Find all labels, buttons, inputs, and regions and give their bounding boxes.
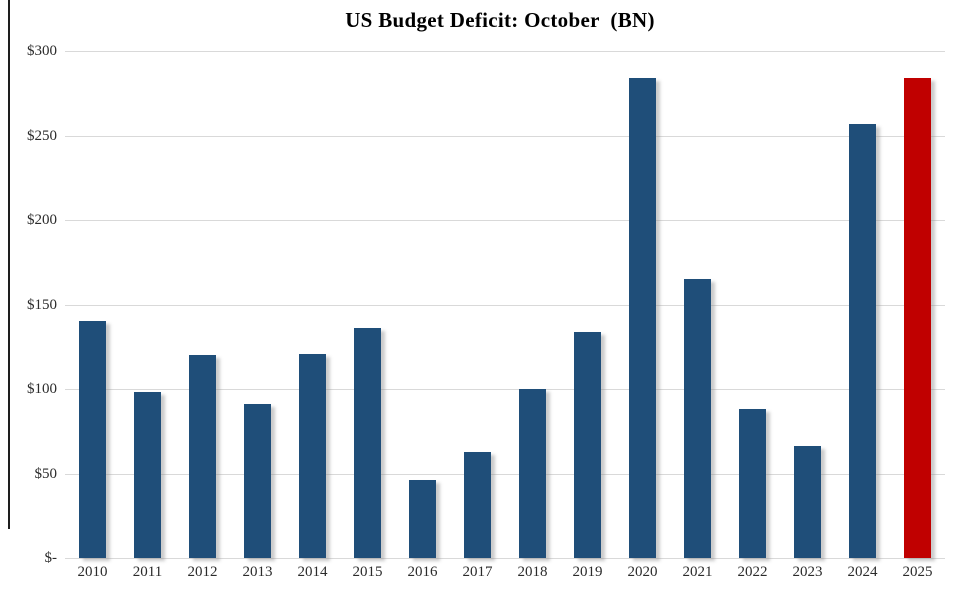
- chart-title: US Budget Deficit: October (BN): [345, 8, 655, 32]
- bar-2015: [354, 328, 381, 558]
- bar-slot-2014: [285, 51, 340, 558]
- bar-slot-2012: [175, 51, 230, 558]
- bar-slot-2024: [835, 51, 890, 558]
- bar-slot-2021: [670, 51, 725, 558]
- x-tick-label-2018: 2018: [517, 564, 548, 580]
- bar-2024: [849, 124, 876, 558]
- y-tick-label: $-: [44, 550, 58, 566]
- bar-2012: [189, 355, 216, 558]
- bar-2014: [299, 354, 326, 558]
- bar-slot-2020: [615, 51, 670, 558]
- y-tick-label: $50: [34, 465, 58, 482]
- x-tick-label-2011: 2011: [132, 564, 163, 580]
- y-tick-label: $100: [27, 381, 57, 397]
- x-tick-label-2025: 2025: [902, 564, 933, 580]
- bar-slot-2011: [120, 51, 175, 558]
- x-axis: 2010 2011 2012 2013 2014 2015 2016 2017 2018 2019…: [65, 564, 945, 581]
- gridline: [65, 220, 945, 221]
- x-tick-label-2020: 2020: [627, 564, 658, 580]
- y-tick-label: $250: [27, 127, 57, 144]
- x-tick-label-2021: 2021: [682, 564, 713, 580]
- bar-2011: [134, 392, 161, 558]
- gridline: [65, 51, 945, 52]
- bar-2017: [464, 452, 491, 558]
- x-tick-label-2017: 2017: [462, 564, 493, 580]
- x-tick-label-2016: 2016: [407, 564, 438, 580]
- bar-slot-2017: [450, 51, 505, 558]
- bar-slot-2013: [230, 51, 285, 558]
- y-tick-label: $150: [27, 296, 57, 313]
- x-tick-label-2013: 2013: [242, 564, 273, 580]
- screenshot-edge-artifact: [8, 0, 10, 529]
- bar-slot-2019: [560, 51, 615, 558]
- gridline: [65, 304, 945, 306]
- bars-layer: [65, 51, 945, 558]
- gridline: [65, 473, 945, 475]
- x-tick-label-2010: 2010: [77, 564, 108, 580]
- bar-2019: [574, 332, 601, 558]
- bar-slot-2015: [340, 51, 395, 558]
- x-tick-label-2012: 2012: [187, 564, 218, 580]
- bar-2020: [629, 78, 656, 558]
- gridline: [65, 558, 945, 559]
- y-tick-label: $200: [27, 212, 57, 228]
- bar-2013: [244, 404, 271, 558]
- bar-2022: [739, 409, 766, 558]
- bar-2021: [684, 279, 711, 558]
- plot-area: [65, 51, 945, 559]
- bar-slot-2018: [505, 51, 560, 558]
- bar-slot-2016: [395, 51, 450, 558]
- gridline: [65, 135, 945, 137]
- y-tick-label: $300: [27, 43, 57, 59]
- bar-2010: [79, 321, 106, 558]
- bar-slot-2025: [890, 51, 945, 558]
- x-tick-label-2024: 2024: [847, 564, 878, 580]
- gridline: [65, 389, 945, 390]
- x-tick-label-2015: 2015: [352, 564, 383, 580]
- x-tick-label-2023: 2023: [792, 564, 823, 580]
- bar-2025: [904, 78, 931, 558]
- x-tick-label-2022: 2022: [737, 564, 768, 580]
- bar-2016: [409, 480, 436, 558]
- x-tick-label-2019: 2019: [572, 564, 603, 580]
- bar-slot-2010: [65, 51, 120, 558]
- x-tick-label-2014: 2014: [297, 564, 328, 580]
- bar-2018: [519, 389, 546, 558]
- bar-2023: [794, 446, 821, 558]
- bar-slot-2022: [725, 51, 780, 558]
- bar-slot-2023: [780, 51, 835, 558]
